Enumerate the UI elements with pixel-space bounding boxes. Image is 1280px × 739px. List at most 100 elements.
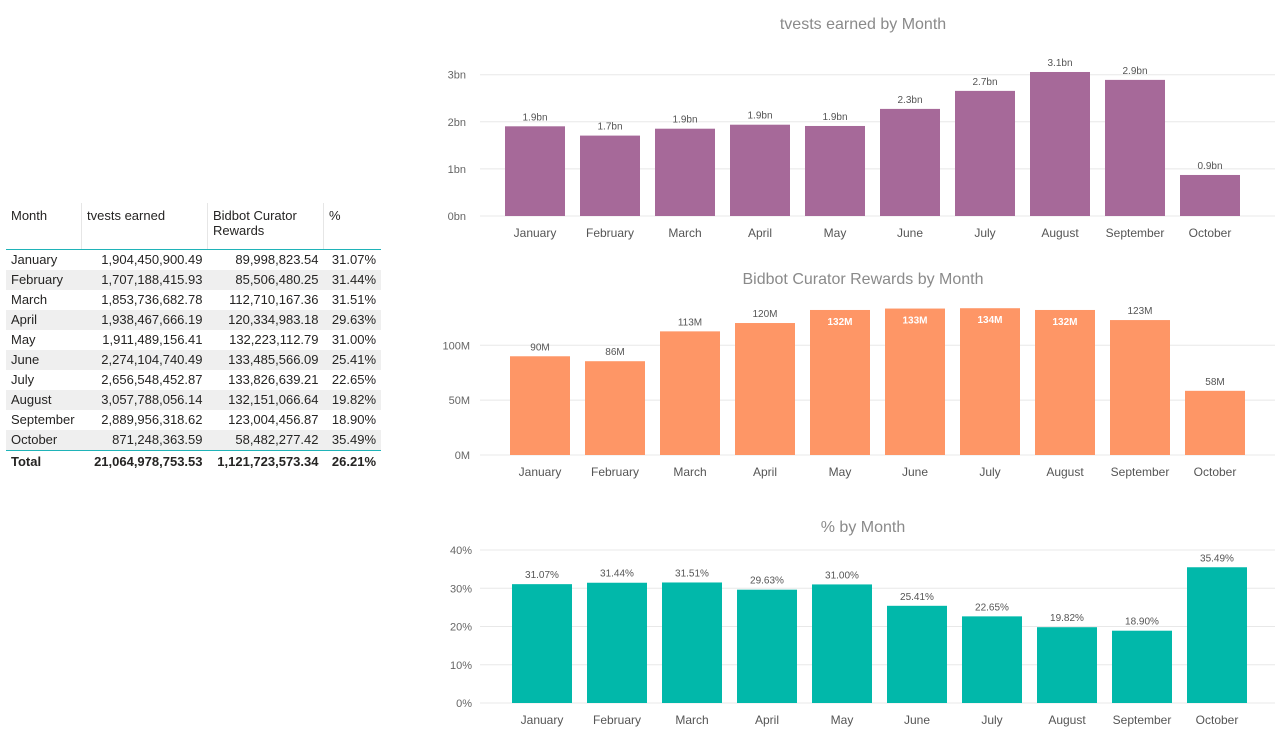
table-row[interactable]: August 3,057,788,056.14 132,151,066.64 19.8… [6,390,381,410]
table-row[interactable]: April 1,938,467,666.19 120,334,983.18 29.63… [6,310,381,330]
table-row[interactable]: February 1,707,188,415.93 85,506,480.25 31.… [6,270,381,290]
bar-may[interactable] [805,125,865,216]
cell-tvests-earned: 1,853,736,682.78 [101,292,203,307]
x-tick-label: August [1041,226,1079,240]
data-label: 1.7bn [597,122,622,133]
cell-tvests-earned: 1,904,450,900.49 [101,252,203,267]
y-tick-label: 0M [455,450,470,462]
cell-percent: 25.41% [323,350,381,370]
x-tick-label: June [897,226,923,240]
header-month[interactable]: Month [6,203,82,250]
header-bidbot-curator-rewards[interactable]: Bidbot Curator Rewards [207,203,324,250]
cell-percent: 31.51% [331,292,376,307]
bar-july[interactable] [960,308,1020,455]
total-bidbot-rewards: 1,121,723,573.34 [207,450,324,472]
data-label: 18.90% [1125,617,1159,628]
data-table: Month tvests earned Bidbot Curator Rewar… [6,203,381,472]
bidbot-rewards-chart: Bidbot Curator Rewards by Month 0M 50M 100M… [430,258,1280,488]
bar-september[interactable] [1112,630,1172,703]
cell-month: March [11,292,48,307]
data-label: 31.51% [675,568,709,579]
data-label: 133M [902,316,927,327]
x-tick-label: April [755,713,779,727]
data-label: 2.3bn [897,95,922,106]
data-label: 120M [752,309,777,320]
bar-february[interactable] [580,135,640,216]
x-tick-label: May [829,465,852,479]
bar-march[interactable] [662,582,722,703]
cell-percent: 19.82% [323,390,381,410]
x-tick-label: June [904,713,930,727]
table-row[interactable]: July 2,656,548,452.87 133,826,639.21 22.65% [6,370,381,390]
header-tvests-earned[interactable]: tvests earned [81,203,208,250]
bar-october[interactable] [1187,567,1247,703]
bar-may[interactable] [812,584,872,703]
x-tick-label: January [521,713,564,727]
chart-title: tvests earned by Month [780,16,946,33]
x-tick-label: February [593,713,641,727]
cell-month: January [11,252,58,267]
bar-january[interactable] [512,584,572,703]
data-label: 22.65% [975,602,1009,613]
bar-july[interactable] [962,616,1022,703]
cell-tvests-earned: 1,707,188,415.93 [81,270,208,290]
bar-august[interactable] [1030,71,1090,217]
table-header-row: Month tvests earned Bidbot Curator Rewar… [6,203,381,250]
chart-title: % by Month [821,519,905,536]
cell-percent: 22.65% [331,372,376,387]
cell-bidbot-rewards: 85,506,480.25 [207,270,324,290]
cell-bidbot-rewards: 123,004,456.87 [228,412,319,427]
bar-april[interactable] [737,589,797,703]
table-row[interactable]: September 2,889,956,318.62 123,004,456.87 1… [6,410,381,430]
table-row[interactable]: October 871,248,363.59 58,482,277.42 35.49% [6,430,381,451]
bar-september[interactable] [1105,79,1165,216]
bar-august[interactable] [1035,309,1095,455]
bar-april[interactable] [730,124,790,216]
y-tick-label: 50M [449,395,470,407]
data-label: 19.82% [1050,613,1084,624]
y-tick-label: 30% [450,583,472,595]
bar-march[interactable] [660,331,720,455]
bar-october[interactable] [1185,390,1245,455]
table-row[interactable]: March 1,853,736,682.78 112,710,167.36 31.51… [6,290,381,310]
cell-month: February [6,270,82,290]
data-label: 1.9bn [672,115,697,126]
data-label: 113M [678,317,702,328]
bar-october[interactable] [1180,174,1240,216]
bidbot-rewards-chart-svg: Bidbot Curator Rewards by Month 0M 50M 100M… [442,271,1275,479]
bar-may[interactable] [810,309,870,455]
cell-tvests-earned: 871,248,363.59 [81,430,208,451]
data-label: 134M [977,315,1002,326]
bar-april[interactable] [735,323,795,455]
bar-january[interactable] [510,356,570,455]
cell-tvests-earned: 2,656,548,452.87 [101,372,203,387]
bar-march[interactable] [655,128,715,216]
bar-june[interactable] [885,308,945,455]
bar-february[interactable] [585,361,645,455]
data-label: 2.9bn [1122,66,1147,77]
x-tick-label: October [1189,226,1232,240]
y-tick-label: 40% [450,545,472,557]
y-tick-label: 100M [442,340,470,352]
x-tick-label: March [673,465,706,479]
x-tick-label: February [591,465,639,479]
bar-january[interactable] [505,126,565,216]
cell-tvests-earned: 1,911,489,156.41 [102,332,203,347]
bar-february[interactable] [587,582,647,703]
x-tick-label: January [519,465,562,479]
bar-june[interactable] [880,108,940,216]
table-row[interactable]: January 1,904,450,900.49 89,998,823.54 31.0… [6,250,381,271]
bar-august[interactable] [1037,627,1097,703]
total-label: Total [6,450,82,472]
cell-bidbot-rewards: 133,826,639.21 [228,372,319,387]
bar-july[interactable] [955,90,1015,216]
x-tick-label: September [1111,465,1170,479]
header-percent[interactable]: % [323,203,381,250]
bar-september[interactable] [1110,320,1170,455]
x-tick-label: March [675,713,708,727]
table-row[interactable]: May 1,911,489,156.41 132,223,112.79 31.00% [6,330,381,350]
x-tick-label: August [1048,713,1086,727]
table-row[interactable]: June 2,274,104,740.49 133,485,566.09 25.41% [6,350,381,370]
y-tick-label: 0% [456,698,472,710]
bar-june[interactable] [887,605,947,703]
